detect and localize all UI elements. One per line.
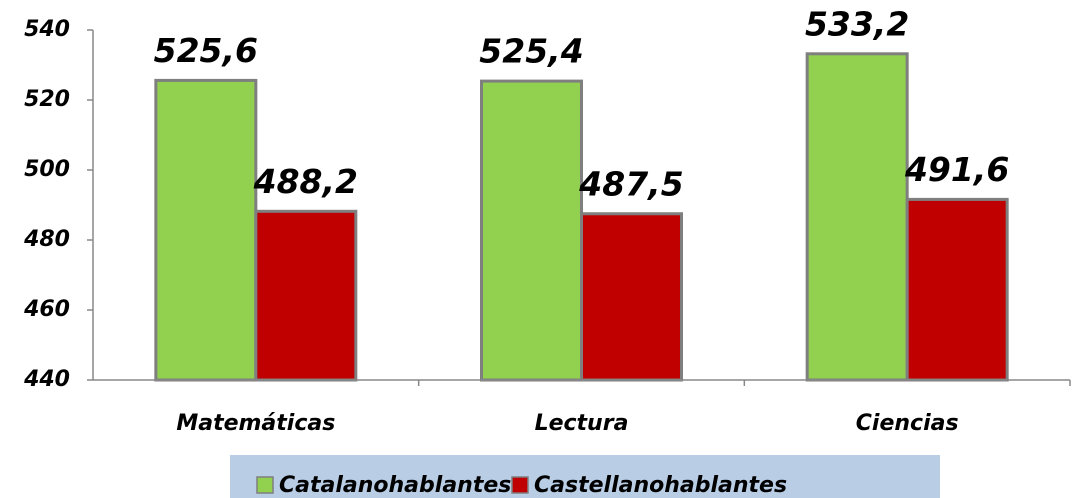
x-tick-label: Lectura <box>535 411 629 436</box>
x-tick-label: Ciencias <box>856 411 959 436</box>
value-label: 525,4 <box>479 32 583 71</box>
value-label: 491,6 <box>904 150 1009 189</box>
bar <box>905 197 1009 382</box>
bar <box>805 52 909 382</box>
legend-swatch <box>511 476 529 494</box>
x-tick-label: Matemáticas <box>176 411 335 436</box>
y-tick-label: 460 <box>23 297 70 322</box>
y-tick-label: 500 <box>24 157 70 182</box>
legend-label: Castellanohablantes <box>534 473 787 498</box>
legend-box <box>230 455 940 498</box>
value-label: 525,6 <box>154 31 258 70</box>
value-label: 487,5 <box>578 164 683 203</box>
bar <box>480 79 583 382</box>
bar <box>254 209 358 382</box>
y-tick-label: 440 <box>23 367 70 392</box>
value-label: 533,2 <box>805 4 909 43</box>
legend-swatch <box>256 476 274 494</box>
legend-label: Catalanohablantes <box>279 473 511 498</box>
y-tick-label: 540 <box>24 17 70 42</box>
bar <box>154 78 258 382</box>
value-label: 488,2 <box>253 162 358 201</box>
bar <box>580 212 683 382</box>
y-tick-label: 520 <box>24 87 70 112</box>
y-tick-label: 480 <box>23 227 70 252</box>
